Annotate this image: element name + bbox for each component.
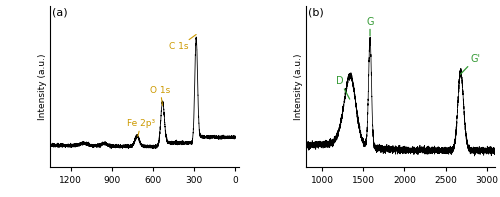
Text: C 1s: C 1s xyxy=(170,34,196,51)
Text: (a): (a) xyxy=(52,7,68,18)
Text: G: G xyxy=(366,17,374,36)
Text: O 1s: O 1s xyxy=(150,86,171,105)
Y-axis label: Intensity (a.u.): Intensity (a.u.) xyxy=(294,53,303,120)
Text: Fe 2p³: Fe 2p³ xyxy=(127,119,155,136)
Text: D: D xyxy=(336,76,349,99)
Text: (b): (b) xyxy=(308,7,324,18)
Y-axis label: Intensity (a.u.): Intensity (a.u.) xyxy=(38,53,47,120)
Text: G': G' xyxy=(460,54,480,74)
